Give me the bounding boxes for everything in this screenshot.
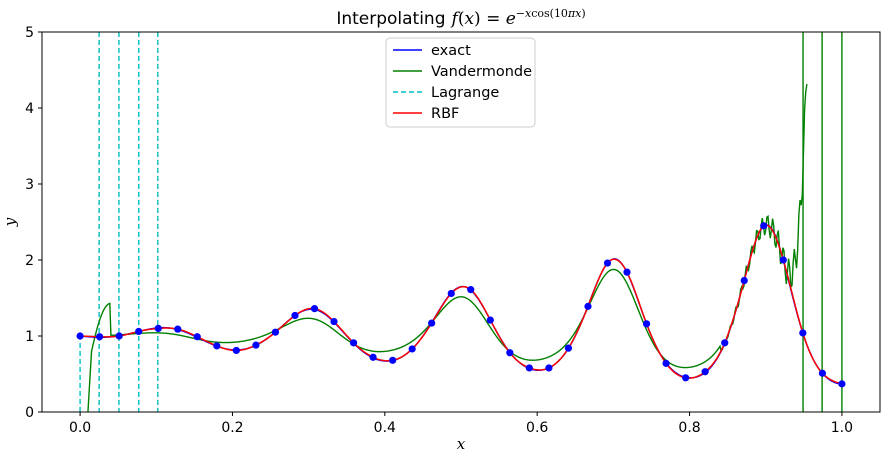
sample-point xyxy=(506,349,514,357)
sample-point xyxy=(95,333,104,341)
y-axis-label: y xyxy=(1,217,19,227)
y-tick-label: 3 xyxy=(25,177,34,193)
series-rbf-line xyxy=(80,224,843,385)
x-tick-label: 0.2 xyxy=(221,420,243,436)
legend-box xyxy=(385,37,536,128)
sample-point xyxy=(193,333,201,341)
legend: exact Vandermonde Lagrange RBF xyxy=(385,37,536,128)
x-tick-label: 0.6 xyxy=(526,420,548,436)
y-tick-label: 1 xyxy=(25,329,34,345)
sample-point xyxy=(174,325,182,333)
sample-point xyxy=(779,256,787,264)
sample-point xyxy=(408,345,416,353)
x-axis-label: x xyxy=(457,435,466,453)
sample-point xyxy=(603,259,612,267)
chart-title: Interpolating f(x) = e−xcos(10πx) xyxy=(336,7,585,29)
sample-point xyxy=(135,327,143,336)
sample-point xyxy=(154,324,162,332)
sample-point xyxy=(232,346,240,355)
plot-frame xyxy=(41,31,881,413)
sample-point xyxy=(389,356,397,364)
y-tick-label: 0 xyxy=(25,405,34,421)
legend-label-rbf: RBF xyxy=(431,106,459,122)
legend-label-exact: exact xyxy=(431,43,471,59)
sample-point xyxy=(799,329,807,337)
sample-point xyxy=(721,339,729,347)
chart-curves xyxy=(79,32,843,412)
sample-point xyxy=(310,305,319,313)
y-tick-label: 5 xyxy=(25,25,34,41)
sample-point xyxy=(349,339,358,347)
chart-title-math: f xyxy=(450,9,461,29)
x-tick-label: 0.4 xyxy=(374,420,396,436)
sample-point xyxy=(760,222,768,230)
legend-label-vandermonde: Vandermonde xyxy=(431,64,532,80)
sample-point xyxy=(662,359,670,367)
sample-point xyxy=(545,364,553,372)
sample-point xyxy=(838,380,846,388)
sample-point xyxy=(642,320,651,328)
sample-point xyxy=(818,369,827,377)
y-tick-label: 2 xyxy=(25,253,34,269)
sample-point xyxy=(584,302,592,310)
x-tick-label: 1.0 xyxy=(831,420,853,436)
sample-point xyxy=(623,268,631,276)
y-axis-ticks: 0 1 2 3 4 5 xyxy=(25,25,42,421)
sample-point xyxy=(213,342,221,350)
legend-label-lagrange: Lagrange xyxy=(431,85,499,101)
sample-point xyxy=(291,311,299,320)
sample-point xyxy=(486,316,494,324)
sample-point xyxy=(369,353,377,361)
x-tick-label: 0.8 xyxy=(678,420,700,436)
x-axis-ticks: 0.0 0.2 0.4 0.6 0.8 1.0 xyxy=(69,412,853,436)
sample-point xyxy=(525,364,533,372)
sample-point xyxy=(428,319,436,327)
sample-point xyxy=(467,286,475,294)
sample-point xyxy=(115,332,123,340)
sample-point xyxy=(330,317,338,326)
sample-point xyxy=(564,344,573,352)
y-tick-label: 4 xyxy=(25,101,34,117)
sample-point xyxy=(447,289,455,298)
sample-point xyxy=(76,332,84,340)
sample-point xyxy=(740,276,748,285)
sample-markers xyxy=(76,222,846,388)
chart-title-text: Interpolating xyxy=(336,9,445,29)
sample-point xyxy=(701,368,709,376)
sample-point xyxy=(682,374,690,382)
x-tick-label: 0.0 xyxy=(69,420,91,436)
sample-point xyxy=(252,341,260,349)
sample-point xyxy=(271,328,280,336)
